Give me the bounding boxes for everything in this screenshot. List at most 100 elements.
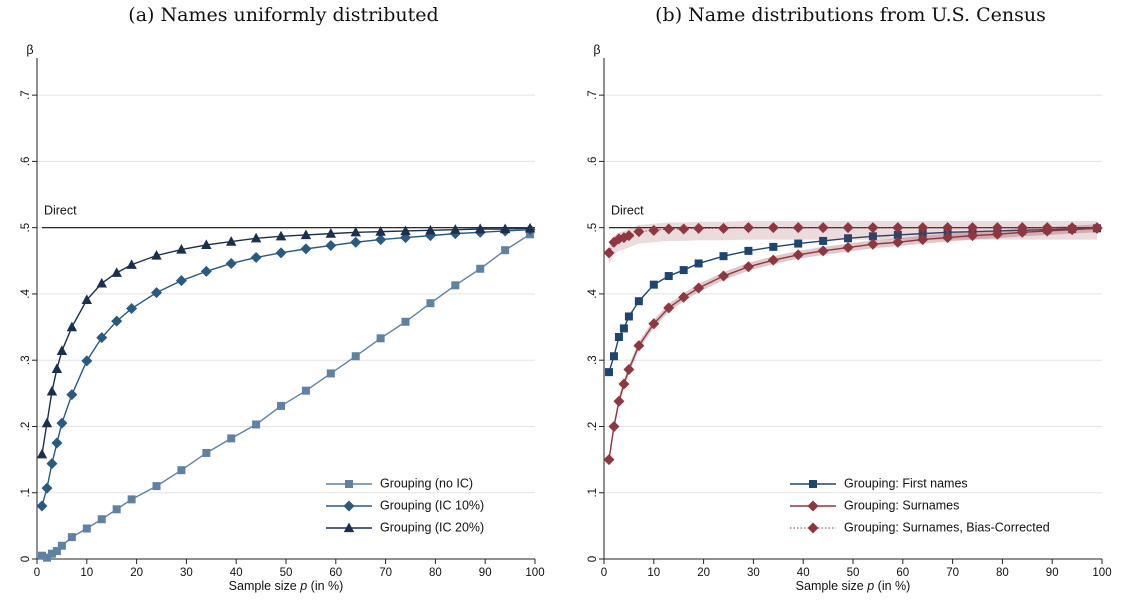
chart0-series-1 — [36, 224, 536, 512]
chart1-series-1-point — [693, 282, 705, 294]
chart0-series-1-point — [51, 437, 63, 449]
chart1-ytick-label: .5 — [587, 223, 599, 233]
chart1-series-0-point — [634, 297, 643, 306]
chart0-series-0-point — [127, 495, 136, 504]
chart1-xtick-label: 80 — [996, 567, 1009, 579]
chart1-series-1-point — [942, 232, 954, 244]
chart1-series-0-point — [624, 312, 633, 321]
chart0-series-1-point — [41, 482, 53, 494]
chart0-legend-marker — [343, 500, 355, 512]
chart0-series-2-point — [56, 345, 68, 356]
chart0-series-2-point — [350, 226, 361, 237]
chart1-xtick-label: 10 — [647, 567, 660, 579]
chart0-series-1-point — [111, 315, 123, 327]
chart0-xtick-label: 10 — [80, 567, 93, 579]
chart1-ytick-label: .4 — [587, 289, 599, 299]
chart0-series-0-point — [47, 549, 56, 558]
chart0-series-0-point — [112, 505, 121, 514]
chart1-xtick-label: 90 — [1046, 567, 1059, 579]
chart0-xlabel: Sample size p (in %) — [229, 579, 344, 593]
chart1-series-2-point — [648, 224, 660, 236]
chart-a-plot: 0 .1 .2 .3 .4 .5 .6 .7 0 10 20 30 40 50 60 70 80 90 100 β Sa… — [20, 43, 545, 593]
chart0-xtick-label: 40 — [230, 567, 243, 579]
chart1-legend-marker — [807, 522, 819, 534]
chart0-series-0-point — [376, 334, 385, 343]
chart0-series-1-point — [350, 236, 362, 248]
chart0-series-1-point — [375, 234, 387, 246]
chart0-series-2-point — [474, 223, 486, 234]
chart1-series-2-point — [1016, 222, 1028, 234]
chart0-series-1-point — [175, 275, 187, 287]
chart1-xlabel: Sample size p (in %) — [796, 579, 911, 593]
chart1-series-1-point — [718, 270, 730, 282]
chart0-series-1-point — [225, 257, 237, 269]
chart0-series-1-point — [325, 240, 337, 252]
chart1-ytick-label: .3 — [587, 355, 599, 365]
chart0-ytick-label: 0 — [20, 556, 32, 562]
chart1-series-1-point — [842, 242, 854, 254]
chart0-xtick-label: 50 — [280, 567, 293, 579]
chart1-series-0-point — [609, 352, 618, 361]
chart1-series-2-point — [633, 226, 645, 238]
chart1-series-1-point — [633, 340, 645, 352]
chart1-series-1 — [603, 222, 1103, 466]
chart1-series-2-point — [678, 223, 690, 235]
chart1-xtick-label: 0 — [601, 567, 607, 579]
chart0-ytick-label: .6 — [20, 157, 32, 167]
chart0-series-0-point — [67, 533, 76, 542]
chart0-series-1-point — [96, 332, 108, 344]
chart0-series-0-point — [451, 281, 460, 290]
chart0-series-2-point — [425, 224, 436, 235]
chart0-xtick-label: 70 — [379, 567, 392, 579]
chart0-series-2-point — [111, 267, 122, 277]
chart0-series-2-point — [46, 385, 58, 396]
chart1-ylabel: β — [593, 43, 600, 57]
chart0-series-0-point — [202, 448, 211, 457]
chart1-xlabel-var: p — [866, 579, 874, 593]
chart1-series-2-point — [767, 222, 779, 234]
chart1-series-0-point — [893, 230, 902, 239]
chart1-series-1-point — [767, 254, 779, 266]
chart1-xtick-label: 70 — [946, 567, 959, 579]
chart1-series-1-point — [967, 230, 979, 242]
chart-title-b: (b) Name distributions from U.S. Census — [655, 4, 1046, 26]
chart0-series-0-point — [277, 401, 286, 410]
chart0-series-0-point — [152, 482, 161, 491]
chart1-series-1-point — [648, 318, 660, 330]
chart0-series-2-point — [250, 232, 262, 243]
chart0-series-2-point — [66, 321, 78, 332]
chart1-xtick-label: 50 — [847, 567, 860, 579]
chart1-series-1-band — [608, 224, 1098, 464]
chart1-direct-label: Direct — [611, 204, 644, 218]
chart1-series-2-point — [991, 222, 1003, 234]
chart0-series-2-point — [400, 225, 411, 236]
chart1-series-2-point — [613, 233, 625, 245]
chart1-series-0-point — [619, 324, 628, 333]
chart0-series-2-point — [450, 224, 461, 234]
chart0-direct-label: Direct — [44, 204, 77, 218]
chart1-series-1-point — [663, 302, 675, 314]
chart0-legend-marker — [345, 480, 353, 488]
chart0-legend: Grouping (no IC) Grouping (IC 10%) Groupin… — [326, 476, 484, 534]
chart1-legend-marker — [809, 480, 817, 488]
chart0-series-2 — [36, 222, 536, 459]
chart1-series-1-point — [817, 245, 829, 257]
chart0-series-1-point — [275, 247, 287, 259]
chart0-ytick-label: .1 — [20, 488, 32, 498]
chart1-series-0-point — [744, 246, 753, 255]
chart0-series-1-point — [56, 417, 68, 429]
chart1-series-0-point — [679, 266, 688, 275]
chart0-series-0-point — [252, 420, 261, 429]
chart0-series-0-point — [301, 386, 310, 395]
chart0-series-2-point — [300, 229, 312, 240]
chart1-series-0-point — [694, 259, 703, 268]
chart0-series-0-point — [97, 515, 106, 524]
chart0-ytick-label: .5 — [20, 223, 32, 233]
chart1-xtick-label: 20 — [697, 567, 710, 579]
chart0-ytick-label: .4 — [20, 289, 32, 299]
chart1-series-1-point — [603, 454, 615, 466]
chart1-series-1-point — [917, 234, 929, 246]
chart0-series-0-point — [227, 434, 236, 443]
chart1-series-2-point — [792, 222, 804, 234]
chart1-series-0-point — [614, 333, 623, 342]
